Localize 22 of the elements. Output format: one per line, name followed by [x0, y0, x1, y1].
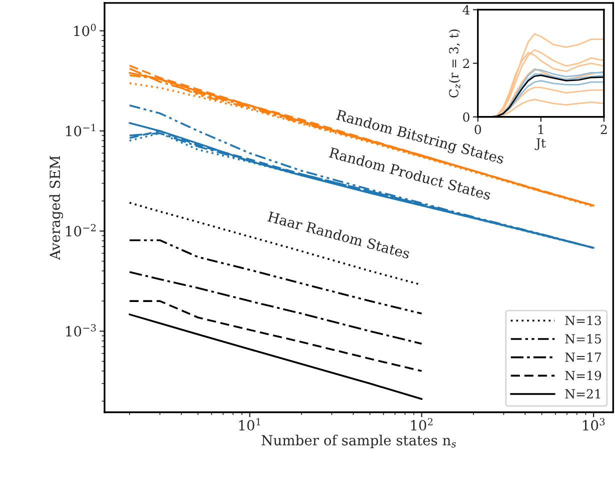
- x-tick-label: 10$^{2}$: [411, 418, 432, 431]
- legend-label: N=19: [565, 370, 602, 380]
- legend-label: N=17: [565, 352, 601, 362]
- y-tick-label: 2: [463, 58, 469, 68]
- y-tick-label: 10$^{−1}$: [66, 124, 96, 136]
- y-tick-label: 10$^{−2}$: [66, 224, 96, 236]
- x-axis-title: Number of sample states n$_{s}$: [262, 434, 456, 448]
- x-axis-title: Jt: [534, 138, 546, 150]
- y-tick-label: 0: [463, 112, 470, 122]
- y-axis-title: C$_{z}$(r = 3, t): [448, 29, 460, 98]
- y-axis-title: Averaged SEM: [49, 156, 64, 260]
- y-tick-label: 4: [462, 5, 470, 14]
- x-tick-label: 1: [538, 124, 544, 134]
- y-tick-label: 10$^{0}$: [74, 24, 96, 36]
- legend-label: N=21: [565, 389, 600, 399]
- legend-label: N=15: [565, 334, 601, 344]
- y-tick-label: 10$^{−3}$: [66, 324, 96, 337]
- x-tick-label: 2: [600, 124, 607, 134]
- x-tick-label: 10$^{3}$: [583, 418, 605, 431]
- legend-label: N=13: [565, 316, 601, 326]
- x-tick-label: 10$^{1}$: [239, 418, 260, 431]
- x-tick-label: 0: [474, 124, 481, 134]
